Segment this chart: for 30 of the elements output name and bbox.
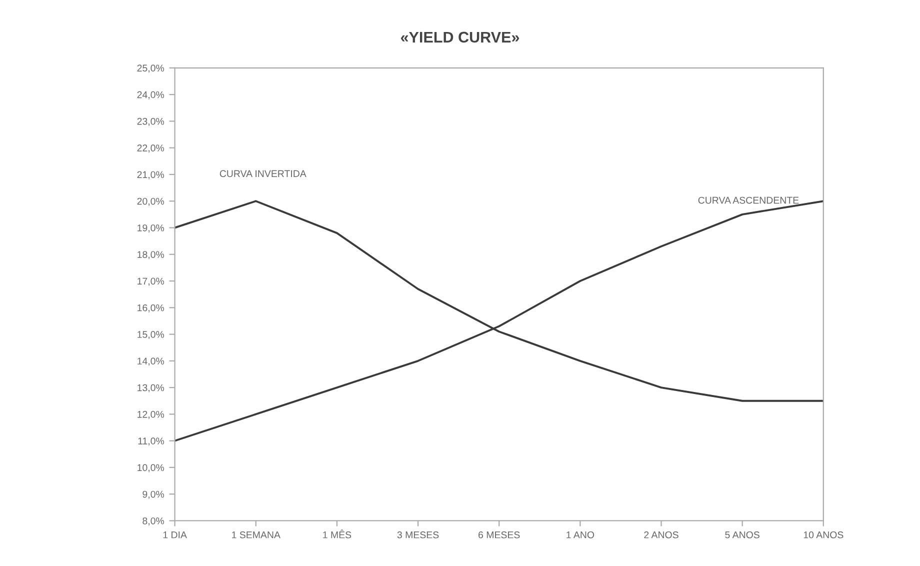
x-tick-label: 3 MESES xyxy=(397,531,439,538)
y-tick-label: 14,0% xyxy=(138,358,164,366)
y-tick-label: 16,0% xyxy=(138,304,164,312)
series-label: CURVA ASCENDENTE xyxy=(698,196,799,204)
text: CURVA INVERTIDA xyxy=(220,170,306,178)
x-tick-label: 6 MESES xyxy=(478,531,520,538)
y-tick-label: 25,0% xyxy=(137,64,164,73)
y-tick-label: 19,0% xyxy=(138,224,164,232)
x-tick-label: 10 ANOS xyxy=(804,531,844,538)
y-tick-label: 9,0% xyxy=(142,490,164,499)
y-tick-label: 17,0% xyxy=(138,278,164,286)
x-tick-label: 5 ANOS xyxy=(725,531,760,538)
x-tick-label: 1 DIA xyxy=(163,531,187,538)
y-tick-label: 18,0% xyxy=(138,251,164,260)
x-tick-label: 2 ANOS xyxy=(644,531,678,538)
y-tick-label: 12,0% xyxy=(138,410,164,419)
y-tick-label: 22,0% xyxy=(137,144,164,153)
chart-title: «YIELD CURVE» xyxy=(400,32,520,43)
y-tick-label: 23,0% xyxy=(137,118,164,126)
y-tick-label: 8,0% xyxy=(142,517,164,526)
y-tick-label: 21,0% xyxy=(137,171,164,180)
x-tick-label: 1 ANO xyxy=(566,531,594,538)
y-tick-label: 24,0% xyxy=(137,91,164,100)
x-tick-label: 1 SEMANA xyxy=(232,531,280,538)
y-tick-label: 20,0% xyxy=(137,198,164,206)
y-tick-label: 10,0% xyxy=(138,464,164,472)
x-tick-label: 1 MÊS xyxy=(323,530,352,538)
y-tick-label: 13,0% xyxy=(138,384,164,392)
y-tick-label: 11,0% xyxy=(138,438,164,446)
y-tick-label: 15,0% xyxy=(138,331,164,340)
